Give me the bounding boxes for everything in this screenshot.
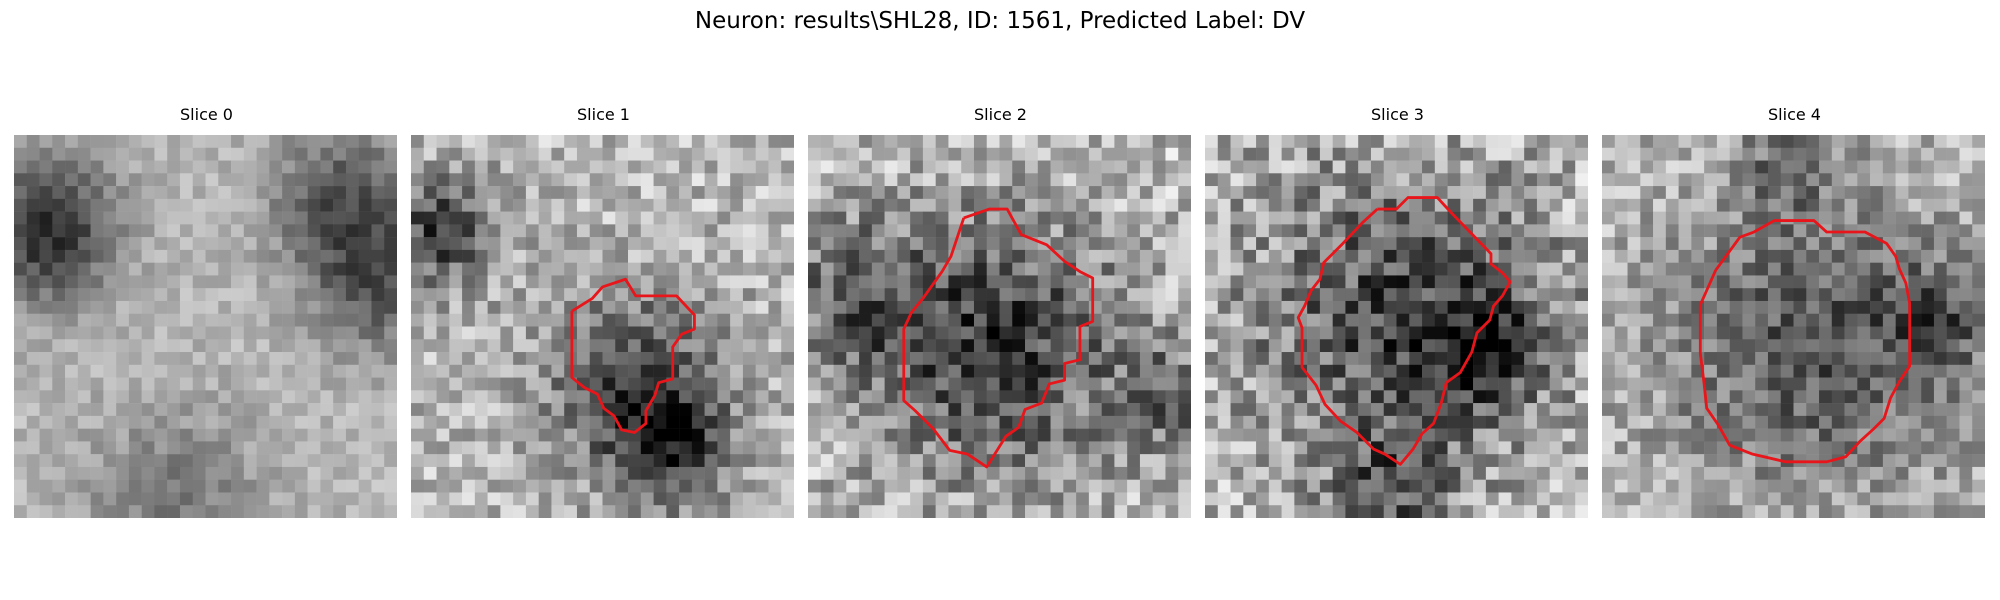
- slice-title-2: Slice 2: [808, 105, 1193, 124]
- slice-image-0: [14, 135, 397, 518]
- slice-panel-4: Slice 4: [1602, 105, 1987, 525]
- pixel-grid-1: [411, 135, 794, 518]
- slice-image-1: [411, 135, 794, 518]
- slice-panel-0: Slice 0: [14, 105, 399, 525]
- slice-title-0: Slice 0: [14, 105, 399, 124]
- slice-panel-2: Slice 2: [808, 105, 1193, 525]
- slice-title-1: Slice 1: [411, 105, 796, 124]
- slice-title-4: Slice 4: [1602, 105, 1987, 124]
- pixel-grid-0: [14, 135, 397, 518]
- figure-title: Neuron: results\SHL28, ID: 1561, Predict…: [0, 8, 2000, 34]
- slice-panel-1: Slice 1: [411, 105, 796, 525]
- slice-panel-3: Slice 3: [1205, 105, 1590, 525]
- pixel-grid-2: [808, 135, 1191, 518]
- slice-image-3: [1205, 135, 1588, 518]
- slice-image-2: [808, 135, 1191, 518]
- slice-image-4: [1602, 135, 1985, 518]
- slice-title-3: Slice 3: [1205, 105, 1590, 124]
